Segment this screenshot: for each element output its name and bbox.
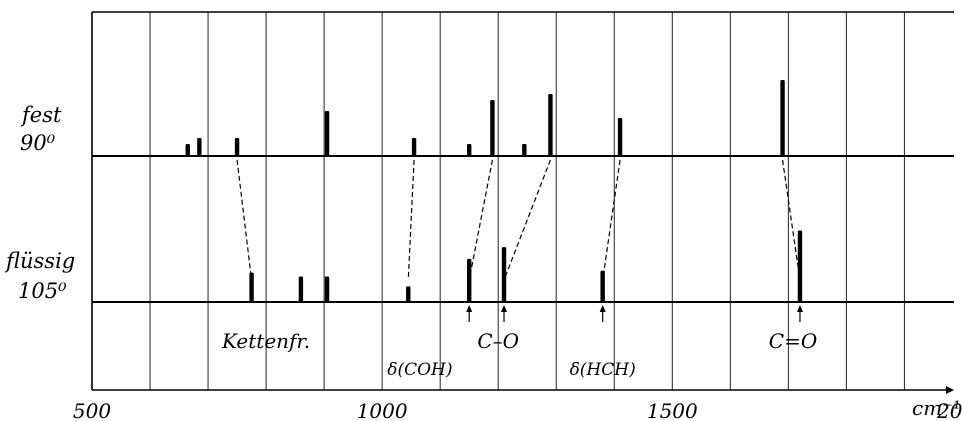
x-tick-labels: 50010001500200025003000: [73, 399, 962, 421]
peak-bar: [324, 111, 330, 156]
band-arrowhead: [466, 305, 473, 312]
band-arrows: [466, 305, 803, 322]
x-tick-label: 500: [73, 399, 111, 421]
band-arrowhead: [796, 305, 803, 312]
correlation-lines: [236, 159, 801, 281]
peak-bar: [185, 144, 190, 156]
row-label-solid-line1: fest: [20, 103, 62, 127]
peak-bar: [522, 144, 527, 156]
baselines: [92, 155, 954, 303]
peak-bar: [466, 144, 472, 156]
peak-bar: [197, 138, 202, 156]
band-arrowhead: [501, 305, 508, 312]
peak-bar: [406, 286, 411, 302]
peak-bar: [411, 138, 417, 156]
series-liquid: [249, 230, 803, 302]
peak-bar: [501, 247, 507, 302]
peak-bar: [797, 230, 803, 302]
band-label: C–O: [477, 329, 519, 353]
x-axis-arrowhead: [946, 386, 954, 394]
peak-bar: [466, 258, 472, 302]
correlation-line: [602, 159, 621, 281]
peak-bar: [234, 138, 240, 156]
peak-bar: [600, 270, 605, 302]
series-solid: [185, 80, 785, 156]
band-label: Kettenfr.: [221, 329, 310, 353]
correlation-line: [468, 159, 493, 281]
band-arrowhead: [599, 305, 606, 312]
band-label: δ(HCH): [570, 360, 636, 380]
correlation-line: [781, 159, 801, 281]
peak-bar: [249, 272, 254, 302]
band-label: C=O: [769, 329, 817, 353]
band-label: δ(COH): [387, 360, 452, 380]
band-labels: Kettenfr.C–Oδ(COH)δ(HCH)C=OH–C–HO–H: [221, 329, 817, 380]
correlation-line: [503, 159, 551, 281]
chart-frame: [91, 11, 954, 394]
x-tick-label: 1500: [647, 399, 698, 421]
peak-bar: [548, 94, 553, 156]
correlation-line: [407, 159, 415, 281]
x-unit-label: cm⁻¹: [912, 396, 961, 420]
peak-bar: [617, 118, 623, 156]
correlation-line: [236, 159, 253, 281]
row-label-liquid-line2: 105⁰: [18, 279, 67, 303]
peak-bar: [490, 100, 495, 156]
grid-lines: [149, 12, 905, 390]
peak-bar: [298, 276, 304, 302]
peak-bar: [780, 80, 785, 156]
x-tick-label: 2000: [936, 399, 962, 421]
x-tick-label: 1000: [357, 399, 408, 421]
row-label-solid-line2: 90⁰: [20, 131, 56, 155]
row-label-liquid-line1: flüssig: [4, 249, 75, 273]
peak-bar: [324, 276, 330, 302]
